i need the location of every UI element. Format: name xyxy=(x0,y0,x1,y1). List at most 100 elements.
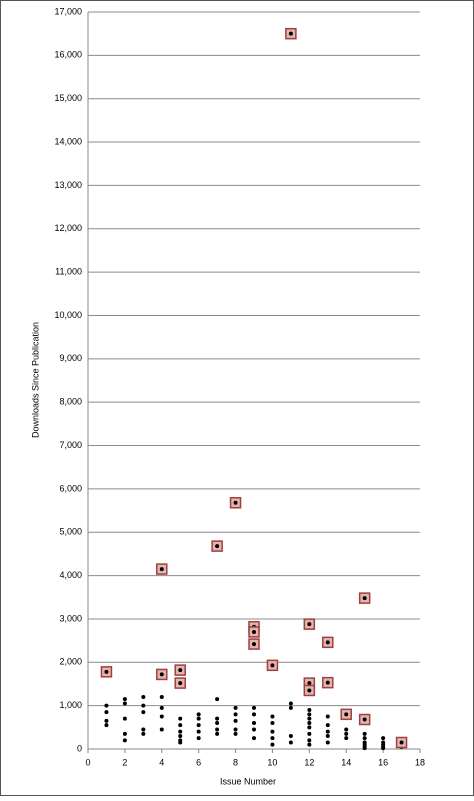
data-point xyxy=(307,725,312,730)
data-point xyxy=(196,723,201,728)
data-point xyxy=(233,705,238,710)
data-point xyxy=(229,497,242,509)
data-point xyxy=(122,716,127,721)
data-point xyxy=(307,742,312,747)
data-point xyxy=(252,712,256,717)
data-point xyxy=(340,708,352,721)
y-tick-label: 15,000 xyxy=(54,93,82,103)
data-point xyxy=(211,540,223,552)
y-tick-label: 16,000 xyxy=(54,50,82,60)
point-dot xyxy=(178,716,183,721)
data-point xyxy=(196,729,201,734)
point-dot xyxy=(215,697,220,702)
data-point xyxy=(270,736,275,741)
point-dot xyxy=(362,717,367,722)
y-tick-label: 14,000 xyxy=(54,136,82,146)
point-dot xyxy=(252,736,256,741)
data-point xyxy=(325,714,330,719)
point-dot xyxy=(233,705,238,710)
y-tick-label: 9,000 xyxy=(59,353,82,363)
point-dot xyxy=(159,672,164,677)
y-tick-label: 8,000 xyxy=(59,397,82,407)
point-dot xyxy=(325,714,330,719)
point-dot xyxy=(362,746,367,751)
data-point xyxy=(174,664,186,676)
point-dot xyxy=(196,736,201,741)
y-tick-label: 1,000 xyxy=(59,700,82,710)
data-point xyxy=(252,736,256,741)
data-point xyxy=(233,718,238,723)
point-dot xyxy=(307,716,312,721)
data-point xyxy=(288,701,293,706)
x-tick-label: 4 xyxy=(159,757,164,767)
point-dot xyxy=(325,640,330,645)
point-dot xyxy=(159,714,164,719)
data-point xyxy=(156,668,168,681)
data-point xyxy=(178,733,183,738)
data-point xyxy=(196,716,201,721)
data-point xyxy=(325,740,330,745)
point-dot xyxy=(270,720,275,725)
point-dot xyxy=(325,740,330,745)
data-point xyxy=(325,733,330,738)
data-point xyxy=(104,723,109,728)
point-dot xyxy=(252,727,256,732)
y-tick-label: 10,000 xyxy=(54,310,82,320)
point-dot xyxy=(122,701,127,706)
data-point xyxy=(233,727,238,732)
point-dot xyxy=(288,31,293,36)
point-dot xyxy=(141,731,146,736)
data-point xyxy=(100,666,113,678)
point-dot xyxy=(344,727,349,732)
data-point xyxy=(196,736,201,741)
data-point xyxy=(156,563,168,575)
x-tick-label: 8 xyxy=(233,757,238,767)
data-point xyxy=(395,736,408,749)
data-point xyxy=(252,705,256,710)
data-point xyxy=(322,636,334,649)
data-point xyxy=(252,720,256,725)
point-dot xyxy=(159,705,164,710)
data-point xyxy=(196,712,201,717)
data-point xyxy=(122,731,127,736)
point-dot xyxy=(233,731,238,736)
point-dot xyxy=(307,720,312,725)
data-point xyxy=(233,731,238,736)
data-point xyxy=(141,694,146,699)
y-tick-label: 11,000 xyxy=(55,266,82,276)
y-tick-label: 7,000 xyxy=(59,440,82,450)
point-dot xyxy=(307,681,312,686)
data-point xyxy=(178,723,183,728)
data-point xyxy=(362,746,367,751)
point-dot xyxy=(288,701,293,706)
point-dot xyxy=(215,544,220,549)
point-dot xyxy=(288,733,293,738)
data-point xyxy=(178,740,183,745)
point-dot xyxy=(233,712,238,717)
data-point xyxy=(104,718,109,723)
data-point xyxy=(215,720,220,725)
point-dot xyxy=(252,642,256,647)
data-point xyxy=(248,638,260,650)
data-point xyxy=(266,659,279,672)
point-dot xyxy=(196,723,201,728)
data-point xyxy=(307,707,312,712)
data-point xyxy=(159,714,164,719)
point-dot xyxy=(307,731,312,736)
point-dot xyxy=(252,629,256,634)
point-dot xyxy=(196,716,201,721)
point-dot xyxy=(122,731,127,736)
point-dot xyxy=(178,729,183,734)
data-point xyxy=(215,697,220,702)
y-tick-label: 2,000 xyxy=(59,657,82,667)
data-point xyxy=(307,738,312,743)
data-point xyxy=(141,710,146,715)
point-dot xyxy=(399,740,404,745)
point-dot xyxy=(215,716,220,721)
point-dot xyxy=(288,705,293,710)
data-point xyxy=(381,736,386,741)
data-point xyxy=(322,676,334,689)
data-point xyxy=(122,697,127,702)
data-point xyxy=(381,746,386,751)
